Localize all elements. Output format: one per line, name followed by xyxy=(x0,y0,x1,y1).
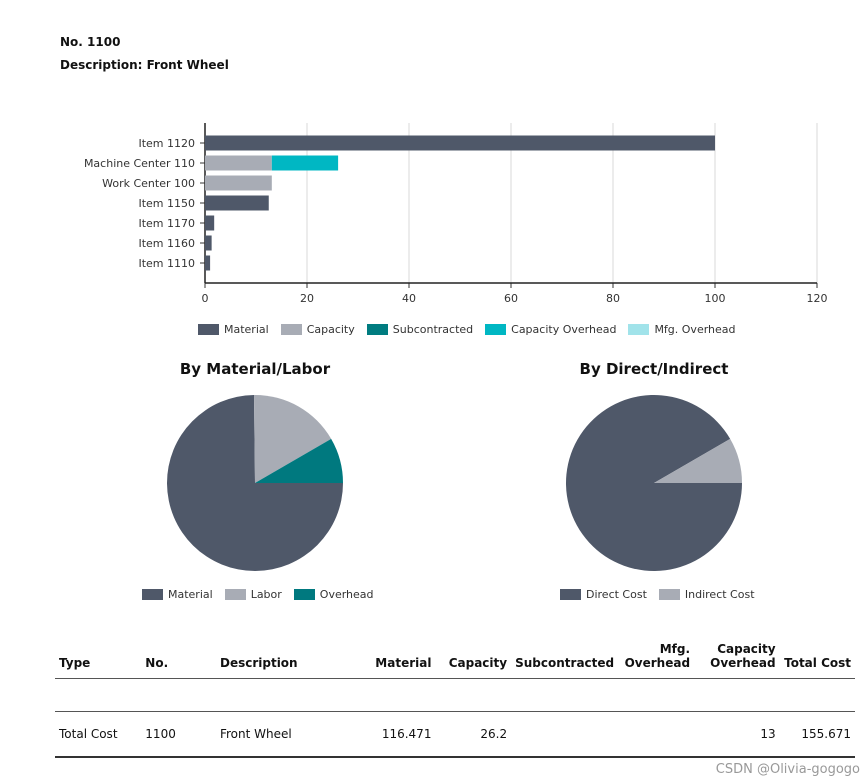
cell-mfg-overhead xyxy=(618,711,695,758)
bar-work-center-100-capacity xyxy=(205,175,272,191)
bar-machine-center-110-capacity xyxy=(205,155,272,171)
legend-mfg-overhead: Mfg. Overhead xyxy=(628,323,736,336)
legend-subcontracted: Subcontracted xyxy=(366,323,474,336)
pie-direct-indirect-legend: Direct Cost Indirect Cost xyxy=(560,588,767,601)
legend-label-labor: Labor xyxy=(250,588,282,601)
legend-swatch-overhead xyxy=(293,589,315,600)
cell-capacity: 26.2 xyxy=(435,711,512,758)
cost-table: Type No. Description Material Capacity S… xyxy=(55,628,855,758)
pie-direct-indirect-title: By Direct/Indirect xyxy=(579,360,729,378)
legend-swatch-direct-cost xyxy=(560,589,581,600)
legend-label-subcontracted: Subcontracted xyxy=(392,323,474,336)
legend-label-capacity: Capacity xyxy=(306,323,355,336)
legend-label-material: Material xyxy=(224,323,269,336)
pie-slice-material xyxy=(167,395,343,571)
x-tick-label: 20 xyxy=(300,292,314,305)
legend-material: Material xyxy=(198,323,269,336)
item-number: No. 1100 xyxy=(60,35,121,49)
legend-swatch-labor xyxy=(224,589,246,600)
item-description: Description: Front Wheel xyxy=(60,58,229,72)
pie-slice-labor xyxy=(253,395,332,483)
col-header-material: Material xyxy=(344,628,436,679)
y-tick-label-item-1110: Item 1110 xyxy=(138,257,195,270)
direct-indirect-pie-chart xyxy=(566,395,742,571)
y-tick-label-item-1160: Item 1160 xyxy=(138,237,195,250)
cell-material: 116.471 xyxy=(344,711,436,758)
legend-swatch-indirect-cost xyxy=(658,589,680,600)
legend-swatch-mfg-overhead xyxy=(628,324,650,335)
x-tick-label: 80 xyxy=(606,292,620,305)
x-tick-label: 100 xyxy=(705,292,726,305)
table-row: Total Cost 1100 Front Wheel 116.471 26.2… xyxy=(55,711,855,758)
x-tick-label: 40 xyxy=(402,292,416,305)
cell-type: Total Cost xyxy=(55,711,142,758)
legend-label-capacity-overhead: Capacity Overhead xyxy=(511,323,617,336)
table-empty-row xyxy=(55,678,855,712)
cost-breakdown-bar-chart: 0 20 40 60 80 100 120 Item 1120 Machine Center 1… xyxy=(84,123,828,305)
legend-labor: Labor xyxy=(224,588,282,601)
bar-item-1110-material xyxy=(205,255,211,271)
x-tick-label: 120 xyxy=(807,292,828,305)
col-header-total-cost: Total Cost xyxy=(779,628,855,679)
bar-item-1170-material xyxy=(205,215,215,231)
col-header-mfg-overhead: Mfg. Overhead xyxy=(618,628,695,679)
legend-indirect-cost: Indirect Cost xyxy=(658,588,755,601)
legend-swatch-material xyxy=(198,324,219,335)
col-header-no: No. xyxy=(141,628,216,679)
col-header-subcontracted: Subcontracted xyxy=(511,628,619,679)
col-header-description: Description xyxy=(215,628,345,679)
empty-cell xyxy=(55,678,855,712)
legend-swatch-capacity xyxy=(280,324,302,335)
legend-material: Material xyxy=(142,588,213,601)
y-tick-label-machine-center-110: Machine Center 110 xyxy=(84,157,195,170)
legend-label-direct-cost: Direct Cost xyxy=(586,588,647,601)
col-header-type: Type xyxy=(55,628,142,679)
y-tick-label-work-center-100: Work Center 100 xyxy=(102,177,195,190)
legend-direct-cost: Direct Cost xyxy=(560,588,647,601)
pie-material-labor-title: By Material/Labor xyxy=(179,360,331,378)
pie-slice-overhead xyxy=(255,438,343,483)
pie-slice-indirect-cost xyxy=(654,438,742,483)
legend-label-indirect-cost: Indirect Cost xyxy=(684,588,755,601)
legend-label-material: Material xyxy=(168,588,213,601)
legend-label-mfg-overhead: Mfg. Overhead xyxy=(654,323,736,336)
watermark: CSDN @Olivia-gogogo xyxy=(715,762,860,777)
table-header-row: Type No. Description Material Capacity S… xyxy=(55,628,855,679)
cell-subcontracted xyxy=(511,711,619,758)
legend-swatch-material xyxy=(142,589,163,600)
legend-overhead: Overhead xyxy=(293,588,374,601)
y-tick-label-item-1170: Item 1170 xyxy=(138,217,195,230)
x-tick-label: 0 xyxy=(202,292,209,305)
legend-swatch-subcontracted xyxy=(366,324,388,335)
y-tick-label-item-1150: Item 1150 xyxy=(138,197,195,210)
legend-capacity-overhead: Capacity Overhead xyxy=(485,323,616,336)
col-header-capacity-overhead: Capacity Overhead xyxy=(694,628,780,679)
bar-item-1150-material xyxy=(205,195,269,211)
bar-item-1120-material xyxy=(205,135,715,151)
col-header-capacity: Capacity xyxy=(435,628,512,679)
legend-label-overhead: Overhead xyxy=(319,588,374,601)
legend-swatch-capacity-overhead xyxy=(485,324,507,335)
cell-capacity-overhead: 13 xyxy=(694,711,780,758)
legend-capacity: Capacity xyxy=(280,323,355,336)
bar-chart-legend: Material Capacity Subcontracted Capacity… xyxy=(198,323,748,336)
cell-description: Front Wheel xyxy=(215,711,345,758)
x-tick-label: 60 xyxy=(504,292,518,305)
y-tick-label-item-1120: Item 1120 xyxy=(138,137,195,150)
bar-item-1160-material xyxy=(205,235,212,251)
pie-material-labor-legend: Material Labor Overhead xyxy=(142,588,386,601)
bar-machine-center-110-capacity-overhead xyxy=(271,155,339,171)
material-labor-pie-chart xyxy=(167,395,343,571)
cell-total-cost: 155.671 xyxy=(779,711,855,758)
cell-no: 1100 xyxy=(141,711,216,758)
